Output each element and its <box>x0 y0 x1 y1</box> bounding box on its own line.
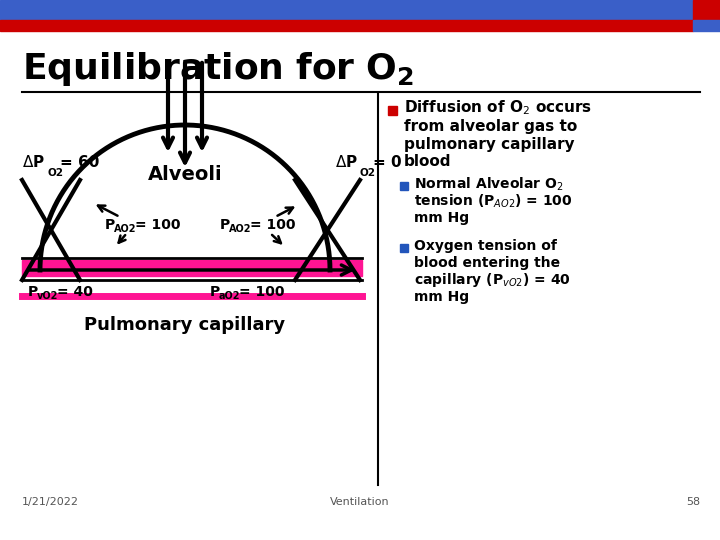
Bar <box>0 20 693 31</box>
Text: O2: O2 <box>360 168 376 178</box>
Text: = 100: = 100 <box>135 218 181 232</box>
Text: mm Hg: mm Hg <box>414 290 469 304</box>
Text: AO2: AO2 <box>114 224 137 234</box>
Text: vO2: vO2 <box>37 291 58 301</box>
Text: AO2: AO2 <box>229 224 251 234</box>
Text: = 0: = 0 <box>373 155 402 170</box>
Bar <box>400 182 408 190</box>
Text: capillary (P$_{vO2}$) = 40: capillary (P$_{vO2}$) = 40 <box>414 271 571 289</box>
Text: mm Hg: mm Hg <box>414 211 469 225</box>
Bar <box>693 0 720 20</box>
Text: Ventilation: Ventilation <box>330 497 390 507</box>
Text: $\Delta$P: $\Delta$P <box>335 154 358 170</box>
Text: O2: O2 <box>47 168 63 178</box>
Text: blood entering the: blood entering the <box>414 256 560 270</box>
Text: P: P <box>28 285 38 299</box>
Text: 58: 58 <box>686 497 700 507</box>
Text: pulmonary capillary: pulmonary capillary <box>404 137 575 152</box>
Bar <box>400 244 408 252</box>
Text: = 60: = 60 <box>60 155 99 170</box>
Text: tension (P$_{AO2}$) = 100: tension (P$_{AO2}$) = 100 <box>414 192 572 210</box>
Text: Alveoli: Alveoli <box>148 165 222 185</box>
Text: = 100: = 100 <box>250 218 295 232</box>
Text: P: P <box>210 285 220 299</box>
Text: = 100: = 100 <box>239 285 284 299</box>
Text: 1/21/2022: 1/21/2022 <box>22 497 79 507</box>
Text: Pulmonary capillary: Pulmonary capillary <box>84 316 286 334</box>
Bar <box>388 106 397 115</box>
Text: from alveolar gas to: from alveolar gas to <box>404 118 577 133</box>
Bar <box>0 0 693 20</box>
Text: P: P <box>105 218 115 232</box>
Text: Normal Alveolar O$_2$: Normal Alveolar O$_2$ <box>414 176 564 193</box>
Bar <box>693 20 720 31</box>
Text: aO2: aO2 <box>219 291 240 301</box>
Text: blood: blood <box>404 154 451 170</box>
Bar <box>22 260 362 276</box>
Text: = 40: = 40 <box>57 285 93 299</box>
Text: $\Delta$P: $\Delta$P <box>22 154 45 170</box>
Text: Oxygen tension of: Oxygen tension of <box>414 239 557 253</box>
Text: P: P <box>220 218 230 232</box>
Text: Diffusion of O$_2$ occurs: Diffusion of O$_2$ occurs <box>404 99 593 117</box>
Text: $\mathbf{Equilibration\ for\ O_2}$: $\mathbf{Equilibration\ for\ O_2}$ <box>22 50 414 88</box>
